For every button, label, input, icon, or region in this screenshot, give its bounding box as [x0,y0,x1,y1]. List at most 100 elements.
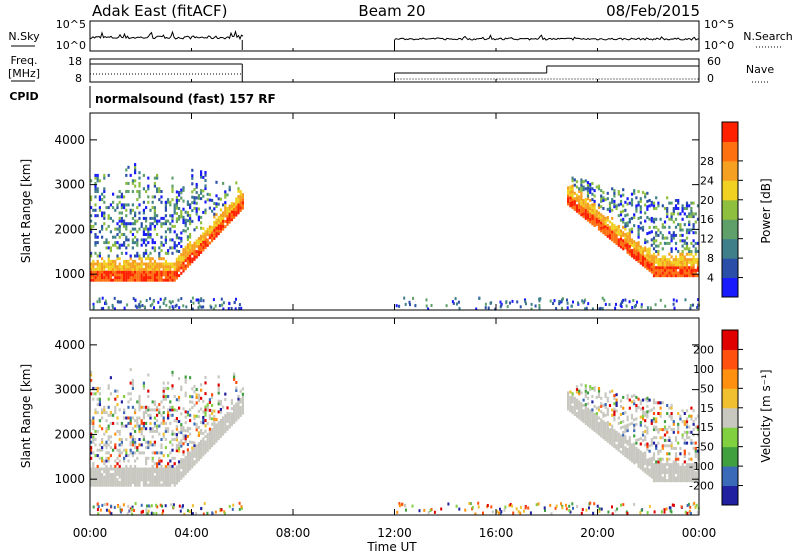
echo-cell [145,462,148,466]
echo-cell [641,468,645,472]
echo-cell [173,278,176,282]
echo-cell [204,376,207,379]
echo-cell [162,411,165,415]
echo-cell [211,239,214,243]
echo-cell [578,405,581,409]
echo-cell [696,204,700,208]
echo-cell [149,304,152,308]
echo-cell [690,263,693,267]
echo-cell [109,413,112,417]
echo-cell [626,232,629,236]
echo-cell [584,416,587,420]
echo-cell [217,229,220,233]
echo-cell [171,475,174,479]
echo-cell [539,297,542,301]
echo-cell [672,463,675,467]
echo-cell [650,456,653,460]
echo-cell [630,216,634,220]
echo-cell [149,276,152,279]
echo-cell [615,436,618,440]
echo-cell [118,227,121,231]
echo-cell [114,227,117,231]
echo-cell [683,263,686,267]
echo-cell [690,274,693,278]
echo-cell [186,238,189,241]
echo-cell [573,199,576,203]
echo-cell [123,306,126,310]
echo-cell [230,218,233,222]
echo-cell [180,385,183,389]
echo-cell [235,402,238,406]
echo-cell [611,512,614,516]
echo-cell [120,251,123,255]
echo-cell [499,512,502,516]
echo-cell [681,252,684,256]
echo-cell [677,430,680,434]
echo-cell [149,467,152,471]
echo-cell [186,259,189,263]
echo-cell [600,218,603,222]
echo-cell [398,504,401,508]
echo-cell [142,416,145,420]
echo-cell [490,505,493,509]
echo-cell [145,478,148,482]
echo-cell [172,307,175,310]
echo-cell [241,201,244,205]
echo-cell [202,445,205,449]
echo-cell [208,443,211,447]
echo-cell [149,278,152,282]
echo-cell [125,203,128,207]
echo-cell [131,438,134,441]
echo-cell [482,511,484,515]
velocity-colorbar-frame [721,329,739,506]
echo-cell [125,416,128,420]
echo-cell [197,215,200,219]
echo-cell [646,267,649,270]
echo-cell [235,297,237,301]
echo-cell [622,425,625,429]
echo-cell [608,209,612,213]
echo-cell [94,411,97,415]
echo-cell [575,406,579,410]
echo-cell [670,444,673,448]
echo-cell [134,262,137,266]
echo-cell [622,209,625,213]
echo-cell [475,307,478,311]
echo-cell [184,229,187,233]
echo-cell [164,214,167,218]
echo-cell [655,401,658,405]
echo-cell [573,407,576,411]
echo-cell [633,242,636,246]
echo-cell [597,203,601,207]
echo-cell [696,217,700,221]
echo-cell [648,204,651,208]
echo-cell [213,409,216,413]
echo-cell [641,247,645,251]
echo-cell [652,220,656,224]
echo-cell [217,388,220,392]
echo-cell [184,375,187,379]
echo-cell [186,254,189,258]
echo-cell [681,255,684,259]
echo-cell [158,478,161,482]
echo-cell [661,204,664,208]
echo-cell [112,478,115,482]
echo-cell [696,306,699,309]
echo-cell [241,203,244,207]
echo-cell [116,273,119,277]
echo-cell [694,268,697,272]
echo-cell [151,267,154,271]
echo-cell [125,454,128,458]
echo-cell [233,418,236,422]
y-tick-label: 3000 [54,178,85,192]
echo-cell [149,208,152,212]
echo-cell [692,409,695,413]
power-colorbar-tick-label: 4 [707,272,714,285]
echo-cell [138,265,141,269]
echo-cell [197,194,200,198]
echo-cell [683,258,686,262]
echo-cell [164,472,167,476]
echo-cell [233,377,236,381]
echo-cell [129,173,132,177]
echo-cell [672,473,675,477]
